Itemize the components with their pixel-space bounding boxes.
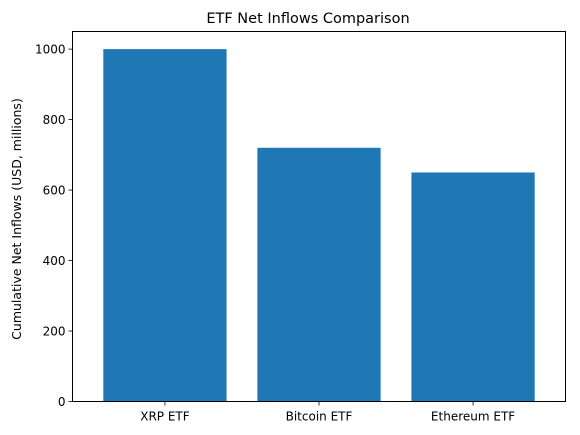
y-tick-label: 400	[43, 254, 66, 268]
x-tick-label: XRP ETF	[140, 410, 190, 424]
bars-layer	[103, 49, 535, 402]
bar-ethereum-etf	[411, 172, 535, 402]
y-axis-label: Cumulative Net Inflows (USD, millions)	[9, 98, 24, 340]
y-axis-ticks: 0 200 400 600 800 1000	[35, 43, 73, 409]
x-tick-label: Bitcoin ETF	[286, 410, 353, 424]
plot-frame	[72, 31, 566, 402]
x-tick-label: Ethereum ETF	[431, 410, 515, 424]
y-tick-label: 0	[58, 395, 66, 409]
y-tick-label: 800	[43, 113, 66, 127]
y-tick-label: 600	[43, 184, 66, 198]
y-tick-label: 200	[43, 325, 66, 339]
bar-bitcoin-etf	[257, 147, 381, 402]
x-axis-ticks: XRP ETF Bitcoin ETF Ethereum ETF	[140, 401, 515, 424]
y-tick-label: 1000	[35, 43, 66, 57]
chart-title: ETF Net Inflows Comparison	[206, 11, 409, 27]
bar-xrp-etf	[103, 49, 227, 402]
